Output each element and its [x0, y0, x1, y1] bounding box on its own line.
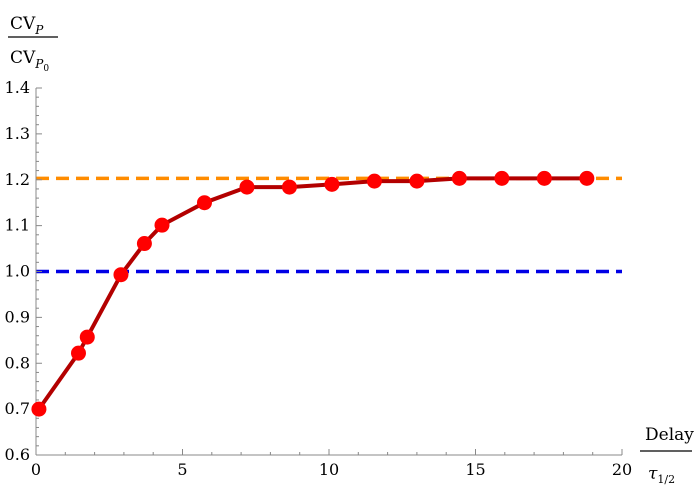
y-tick-label: 1.2 — [5, 170, 30, 189]
data-point — [536, 170, 552, 186]
data-point — [579, 170, 595, 186]
x-axis-label: Delay τ1/2 — [640, 425, 694, 486]
y-axis-label: CVP CVP0 — [8, 14, 58, 74]
data-point — [196, 195, 212, 211]
y-tick-label: 1.3 — [5, 124, 30, 143]
data-point — [366, 173, 382, 189]
y-tick-label: 0.6 — [5, 445, 30, 464]
data-point — [451, 170, 467, 186]
data-point — [113, 267, 129, 283]
y-tick-label: 1.1 — [5, 216, 30, 235]
data-point — [239, 179, 255, 195]
y-tick-label: 1.4 — [5, 78, 30, 97]
data-point — [70, 345, 86, 361]
data-point — [136, 236, 152, 252]
reference-lines — [36, 176, 622, 274]
y-label-denominator: CVP0 — [10, 48, 49, 74]
data-point — [281, 179, 297, 195]
y-tick-label: 0.8 — [5, 353, 30, 372]
series-line-0 — [36, 176, 589, 412]
data-point — [31, 401, 47, 417]
series — [31, 170, 595, 417]
data-point — [324, 176, 340, 192]
x-label-numerator: Delay — [645, 425, 694, 445]
y-tick-label: 1.0 — [5, 262, 30, 281]
x-tick-label: 10 — [319, 460, 339, 479]
data-point — [154, 217, 170, 233]
y-label-numerator: CVP — [10, 14, 44, 37]
ticks: 0 5 10 15 20 0.6 0.7 0.8 0.9 1.0 1.1 1.2 1.3 1.4 — [5, 78, 633, 479]
x-tick-label: 15 — [465, 460, 485, 479]
y-tick-label: 0.9 — [5, 307, 30, 326]
x-tick-label: 20 — [612, 460, 632, 479]
data-point — [79, 329, 95, 345]
x-label-denominator: τ1/2 — [648, 464, 675, 486]
data-point — [409, 173, 425, 189]
y-tick-label: 0.7 — [5, 399, 30, 418]
data-point — [494, 170, 510, 186]
x-tick-label: 5 — [177, 460, 187, 479]
x-tick-label: 0 — [31, 460, 41, 479]
